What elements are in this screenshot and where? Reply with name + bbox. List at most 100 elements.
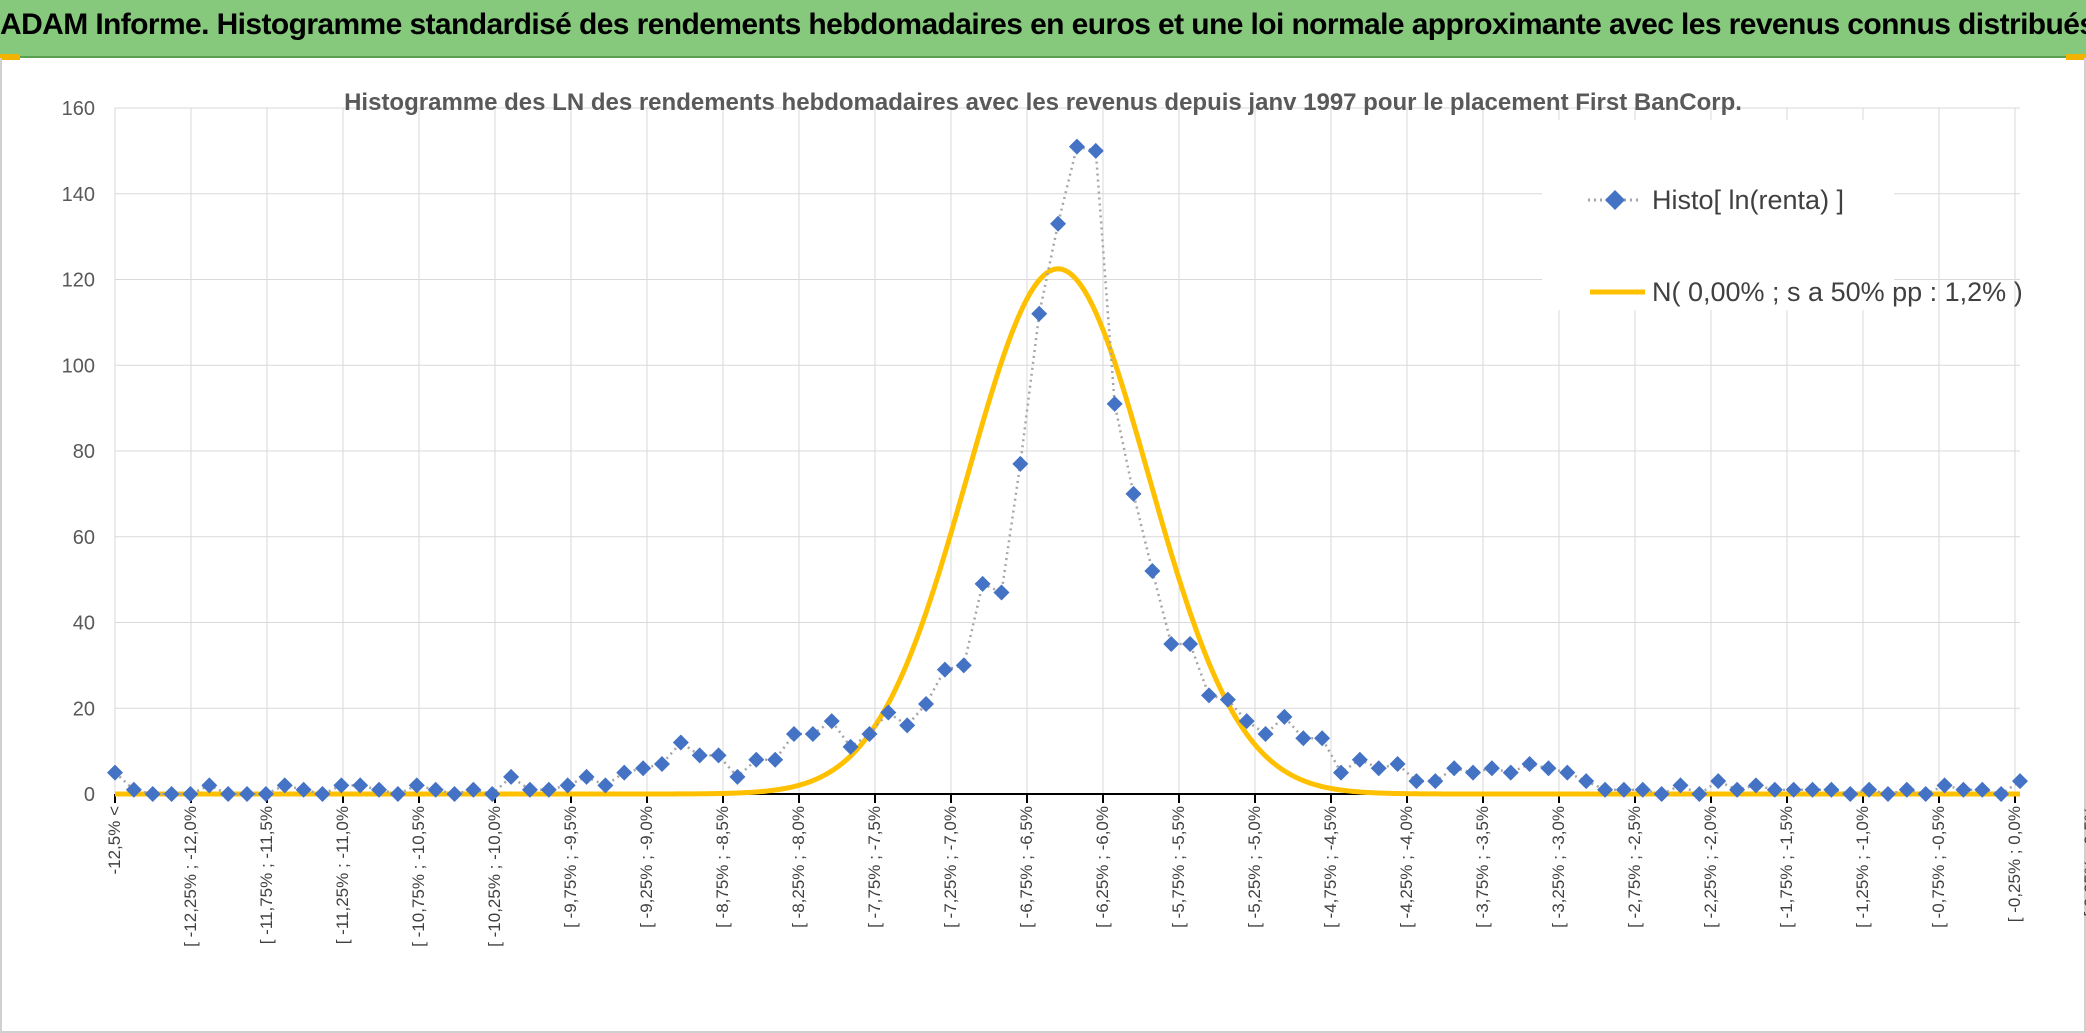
y-tick-label: 60 [73, 527, 95, 549]
histogram-point [559, 777, 576, 794]
histogram-point [1012, 455, 1029, 472]
histogram-point [1314, 730, 1331, 747]
histogram-point [314, 786, 331, 802]
histogram-point [748, 751, 765, 768]
x-tick-label: [ -4,75% ; -4,5% [1321, 806, 1340, 928]
histogram-point [1182, 635, 1199, 652]
histogram-point [503, 768, 520, 785]
histogram-point [1804, 781, 1821, 798]
x-tick-label: -12,5% < [105, 806, 124, 875]
x-tick-label: [ -3,75% ; -3,5% [1473, 806, 1492, 928]
histogram-point [1465, 764, 1482, 781]
y-tick-label: 160 [62, 98, 95, 120]
x-tick-label: [ -9,75% ; -9,5% [561, 806, 580, 928]
histogram-point [616, 764, 633, 781]
histogram-point [1974, 781, 1991, 798]
histogram-point [540, 781, 557, 798]
chart-title: Histogramme des LN des rendements hebdom… [344, 89, 1742, 116]
x-tick-label: [ -7,75% ; -7,5% [865, 806, 884, 928]
histogram-point [1653, 786, 1670, 802]
y-tick-label: 80 [73, 441, 95, 463]
histogram-point [1917, 786, 1934, 802]
x-tick-label: [ -5,75% ; -5,5% [1169, 806, 1188, 928]
histogram-point [333, 777, 350, 794]
histogram-point [955, 657, 972, 674]
histogram-point [1050, 215, 1067, 232]
histogram-point [446, 786, 463, 802]
histogram-point [578, 768, 595, 785]
histogram-point [1729, 781, 1746, 798]
histogram-point [823, 713, 840, 730]
histogram-point [1672, 777, 1689, 794]
x-tick-label: [ -4,25% ; -4,0% [1397, 806, 1416, 928]
histogram-point [1087, 142, 1104, 159]
histogram-point [201, 777, 218, 794]
histogram-point [1351, 751, 1368, 768]
histogram-point [521, 781, 538, 798]
y-tick-label: 100 [62, 355, 95, 377]
x-axis: -12,5% < [ -12,25% ; -12,0% [ -11,75% ; -1… [105, 793, 2086, 947]
histogram-point [1559, 764, 1576, 781]
histogram-point [2012, 773, 2028, 790]
x-tick-label: [ -3,25% ; -3,0% [1549, 806, 1568, 928]
histogram-point [786, 725, 803, 742]
histogram-point [1955, 781, 1972, 798]
y-tick-label: 0 [84, 784, 95, 806]
histogram-point [804, 725, 821, 742]
histogram-point [125, 781, 142, 798]
x-tick-label: [ -5,25% ; -5,0% [1245, 806, 1264, 928]
histogram-point [257, 786, 274, 802]
x-tick-label: [ -10,75% ; -10,5% [409, 806, 428, 947]
histogram-point [993, 584, 1010, 601]
histogram-point [1710, 773, 1727, 790]
histogram-point [389, 786, 406, 802]
histogram-point [1068, 138, 1085, 155]
histogram-point [936, 661, 953, 678]
histogram-point [1597, 781, 1614, 798]
histogram-point [239, 786, 256, 802]
histogram-point [635, 760, 652, 777]
histogram-point [1785, 781, 1802, 798]
histogram-point [1238, 713, 1255, 730]
banner-corner-right [2066, 54, 2086, 60]
histogram-point [220, 786, 237, 802]
histogram-point [295, 781, 312, 798]
histogram-chart: Histogramme des LN des rendements hebdom… [62, 89, 2086, 947]
histogram-point [1144, 563, 1161, 580]
histogram-point [1031, 305, 1048, 322]
report-banner: ADAM Informe. Histogramme standardisé de… [0, 0, 2086, 58]
histogram-point [710, 747, 727, 764]
x-tick-label: [ -1,75% ; -1,5% [1777, 806, 1796, 928]
histogram-point [1106, 395, 1123, 412]
normal-series [115, 266, 2020, 797]
histogram-point [729, 768, 746, 785]
histogram-point [484, 786, 501, 802]
histogram-point [1483, 760, 1500, 777]
histogram-point [974, 575, 991, 592]
x-tick-label: [ -9,25% ; -9,0% [637, 806, 656, 928]
x-tick-label: [ -12,25% ; -12,0% [181, 806, 200, 947]
histogram-point [842, 738, 859, 755]
report-title: ADAM Informe. Histogramme standardisé de… [0, 8, 2086, 41]
grid-lines [114, 107, 2020, 794]
histogram-point [1615, 781, 1632, 798]
histogram-point [691, 747, 708, 764]
histogram-point [1125, 485, 1142, 502]
histogram-point [672, 734, 689, 751]
x-tick-label: [ -2,25% ; -2,0% [1701, 806, 1720, 928]
x-tick-label: [ -0,25% ; 0,0% [2005, 806, 2024, 922]
histogram-point [1578, 773, 1595, 790]
histogram-point [1332, 764, 1349, 781]
histogram-point [1163, 635, 1180, 652]
histogram-point [1276, 708, 1293, 725]
chart-frame [0, 58, 2086, 1033]
histogram-point [861, 725, 878, 742]
x-tick-label: [ -6,25% ; -6,0% [1093, 806, 1112, 928]
x-tick-label: [ -11,75% ; -11,5% [257, 806, 276, 944]
histogram-point [1521, 755, 1538, 772]
histogram-point [465, 781, 482, 798]
histogram-point [1993, 786, 2010, 802]
banner-corner-left [0, 54, 20, 60]
histogram-point [1502, 764, 1519, 781]
x-tick-label: [ -1,25% ; -1,0% [1853, 806, 1872, 928]
